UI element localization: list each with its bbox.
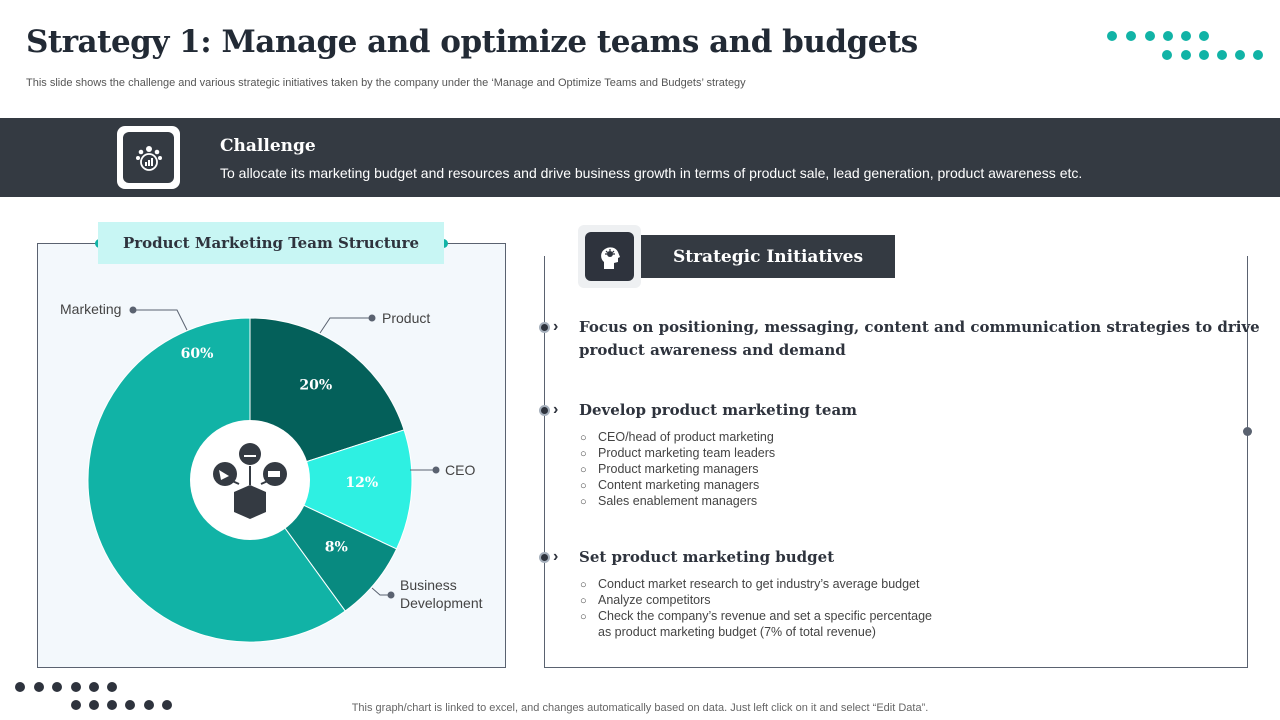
initiative-2-marker xyxy=(539,405,550,416)
label-marketing: Marketing xyxy=(60,301,121,317)
list-item: ○ Check the company’s revenue and set a s… xyxy=(580,609,932,623)
list-item: ○ Product marketing managers xyxy=(580,462,759,476)
page-title: Strategy 1: Manage and optimize teams an… xyxy=(26,24,918,60)
list-item: ○ Conduct market research to get industry… xyxy=(580,577,920,591)
challenge-title: Challenge xyxy=(220,136,316,156)
list-item: ○ Sales enablement managers xyxy=(580,494,758,508)
data-label-ceo: 12% xyxy=(345,475,378,491)
data-label-marketing: 60% xyxy=(181,346,214,362)
chevron-right-icon: › xyxy=(553,548,559,565)
data-label-product: 20% xyxy=(299,377,332,393)
initiative-1-heading: Focus on positioning, messaging, content… xyxy=(579,318,1260,359)
initiative-1-marker xyxy=(539,322,550,333)
callout-lines xyxy=(133,309,436,596)
initiative-3-marker xyxy=(539,552,550,563)
footer-note: This graph/chart is linked to excel, and… xyxy=(351,702,929,714)
initiative-3-heading: Set product marketing budget xyxy=(579,548,835,566)
initiative-3-sublist: ○ Conduct market research to get industry… xyxy=(580,576,932,640)
challenge-text: To allocate its marketing budget and res… xyxy=(220,165,1083,181)
initiative-2-heading: Develop product marketing team xyxy=(579,401,858,419)
label-bd-line1: Business xyxy=(400,577,457,593)
chevron-right-icon: › xyxy=(553,318,559,335)
challenge-band xyxy=(0,118,1280,197)
initiatives-title: Strategic Initiatives xyxy=(641,235,895,278)
initiative-2-sublist: ○ CEO/head of product marketing ○ Product … xyxy=(580,429,775,509)
list-item: ○ Content marketing managers xyxy=(580,478,760,492)
page-subtitle: This slide shows the challenge and vario… xyxy=(26,77,746,89)
initiatives-frame xyxy=(544,256,1248,668)
list-item: as product marketing budget (7% of total… xyxy=(598,625,876,639)
chevron-right-icon: › xyxy=(553,401,559,418)
initiatives-icon-box xyxy=(578,225,641,288)
team-growth-icon xyxy=(135,145,162,171)
pie-slice-ceo[interactable] xyxy=(248,429,413,550)
label-product: Product xyxy=(382,310,430,326)
label-ceo: CEO xyxy=(445,462,475,478)
product-box-icon xyxy=(213,443,287,519)
idea-head-icon xyxy=(600,246,620,269)
callout-dots xyxy=(129,306,440,599)
list-item: ○ Analyze competitors xyxy=(580,593,711,607)
list-item: ○ CEO/head of product marketing xyxy=(580,430,774,444)
label-bd-line2: Development xyxy=(400,595,483,611)
data-label-business-development: 8% xyxy=(325,539,348,555)
challenge-icon-box xyxy=(117,126,180,189)
frame-end-dot xyxy=(1243,427,1252,436)
list-item: ○ Product marketing team leaders xyxy=(580,446,776,460)
chart-title: Product Marketing Team Structure xyxy=(98,222,444,264)
